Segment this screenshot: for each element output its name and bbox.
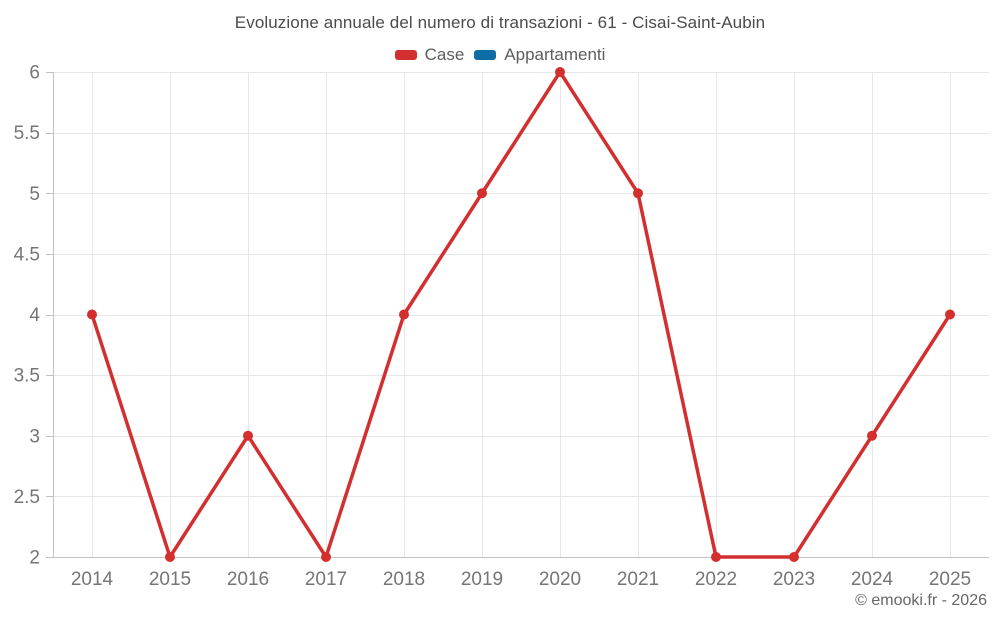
data-point-2015-case[interactable] [165, 552, 175, 562]
x-axis-label-2014: 2014 [71, 569, 114, 590]
legend-item-appartamenti-label: Appartamenti [504, 45, 606, 64]
data-point-2025-case[interactable] [945, 309, 955, 320]
y-axis-label-5.5: 5.5 [14, 123, 40, 144]
x-axis-label-2024: 2024 [851, 569, 894, 590]
x-axis-label-2021: 2021 [617, 569, 659, 590]
copyright-attribution: © emooki.fr - 2026 [855, 592, 987, 609]
data-point-2019-case[interactable] [477, 188, 487, 199]
chart-title: Evoluzione annuale del numero di transaz… [234, 13, 766, 32]
x-axis-label-2015: 2015 [149, 569, 191, 590]
y-axis-label-2: 2 [29, 548, 40, 569]
x-axis-label-2016: 2016 [227, 569, 269, 590]
y-axis-label-3: 3 [29, 426, 40, 447]
data-point-2022-case[interactable] [711, 552, 721, 562]
y-axis-label-5: 5 [29, 184, 40, 205]
x-axis-label-2017: 2017 [305, 569, 347, 590]
legend-item-case-label: Case [424, 45, 465, 64]
y-axis-label-4: 4 [29, 305, 40, 326]
case-series-swatch-icon [394, 50, 417, 60]
appartamenti-series-swatch-icon [474, 50, 497, 60]
legend-item-appartamenti[interactable]: Appartamenti [474, 45, 605, 65]
x-axis-label-2025: 2025 [929, 569, 971, 590]
y-axis-label-6: 6 [29, 63, 40, 84]
data-point-2021-case[interactable] [633, 188, 643, 199]
data-point-2020-case[interactable] [555, 67, 565, 77]
y-axis-label-3.5: 3.5 [14, 366, 40, 387]
data-point-2016-case[interactable] [243, 430, 253, 441]
data-point-2017-case[interactable] [321, 552, 331, 562]
legend: Case Appartamenti [0, 45, 1000, 65]
x-axis-label-2022: 2022 [695, 569, 737, 590]
data-point-2018-case[interactable] [399, 309, 409, 320]
legend-item-case[interactable]: Case [394, 45, 465, 65]
x-axis-label-2018: 2018 [383, 569, 425, 590]
x-axis-label-2023: 2023 [773, 569, 815, 590]
data-point-2014-case[interactable] [87, 309, 97, 320]
data-point-2024-case[interactable] [867, 430, 877, 441]
case-series-line [90, 70, 952, 559]
y-axis-label-4.5: 4.5 [14, 244, 40, 265]
x-axis-label-2019: 2019 [461, 569, 503, 590]
y-axis-label-2.5: 2.5 [14, 487, 40, 508]
data-point-2023-case[interactable] [789, 552, 799, 562]
x-axis-label-2020: 2020 [539, 569, 581, 590]
